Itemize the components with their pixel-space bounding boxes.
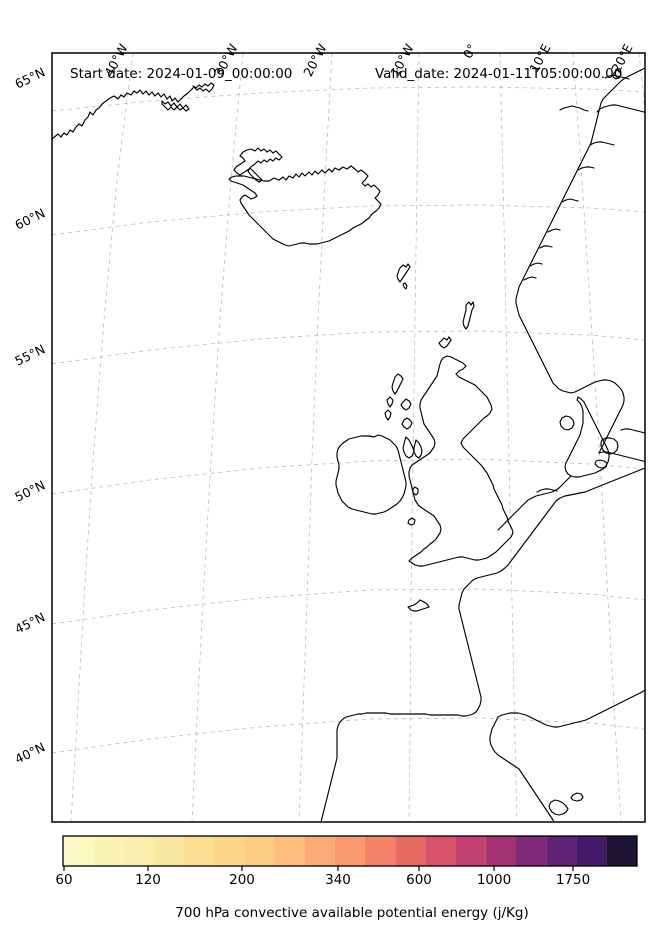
coastline-arran-kintyre [413,439,423,459]
coastline-norway-fjord8 [523,276,537,281]
coastline-norway-fjord6 [539,245,553,249]
coastline-norway-fjord3 [577,166,595,171]
colorbar-band [606,836,637,866]
colorbar-title: 700 hPa convective available potential e… [175,905,528,921]
coastline-kintyre-islay [402,436,415,459]
coastline-frisian-islands [536,488,558,493]
coastline-outer-hebrides-mid [386,396,394,408]
colorbar-band [93,836,124,866]
colorbar-tick-label-1000: 1000 [477,872,511,888]
gridline-meridian-10E [572,53,622,822]
map-background [52,53,645,822]
colorbar-band [334,836,365,866]
coastline-sweden-baltic [598,451,645,463]
coastline-isle-of-man [412,486,419,496]
lon-tick-0: 0° [460,41,480,61]
coastline-faroe-south [402,282,408,290]
colorbar-band [546,836,577,866]
colorbar-band [214,836,245,866]
coastline-outer-hebrides-south [384,409,392,421]
map-axes: 40°W 30°W 20°W 10°W 0° 10°E 20°E 65°N 60… [12,41,646,823]
coastline-iberia-north [497,689,645,728]
coastline-western-europe [320,467,645,822]
coastline-shetland [462,301,475,330]
colorbar-tickmarks [63,866,574,871]
colorbar-band [516,836,547,866]
colorbar-tick-label-340: 340 [325,872,351,888]
valid-date-annotation: Valid_date: 2024-01-11T05:00:00.00 [375,66,622,82]
coastline-iberia-east [489,716,555,822]
coastline-norway-fjord1 [596,104,645,113]
coastline-ireland [335,434,407,515]
colorbar-band [425,836,456,866]
coastline-zealand [600,437,619,455]
colorbar-band [153,836,184,866]
coastlines [52,67,645,822]
colorbar-band [63,836,94,866]
coastline-sweden-south [570,379,625,454]
map-frame [51,52,646,823]
colorbar-band [304,836,335,866]
coastline-mull [401,417,413,430]
colorbar-band [123,836,154,866]
coastline-norway-island [612,69,622,80]
coastline-baltic-north [620,428,645,434]
gridline-parallel-50N [52,458,645,495]
colorbar-bands [63,836,637,866]
colorbar[interactable]: 60 120 200 340 600 1000 1750 700 hPa con… [55,835,638,921]
coastline-faroe-islands [396,263,411,283]
coastline-denmark-jutland [564,396,610,478]
coastline-norway-north [604,74,630,80]
colorbar-band [183,836,214,866]
coastline-outer-hebrides-north [391,373,404,395]
colorbar-tick-label-60: 60 [55,872,72,888]
gridline-parallel-55N [52,330,645,365]
coastline-funen [594,459,608,469]
colorbar-band [274,836,305,866]
colorbar-band [244,836,275,866]
coastline-brittany [407,599,430,612]
coastline-greenland-island [161,100,190,112]
colorbar-band [365,836,396,866]
coastline-norway-fjord2 [589,141,615,146]
gridline-meridian-20E [638,53,645,116]
coastline-skye [400,398,412,411]
gridline-parallel-45N [52,588,645,625]
colorbar-frame [62,835,638,867]
colorbar-tick-label-600: 600 [406,872,432,888]
gridline-parallel-65N [52,86,645,112]
colorbar-tick-label-200: 200 [229,872,255,888]
colorbar-tick-labels: 60 120 200 340 600 1000 1750 [55,872,590,888]
coastline-norway-fjord5 [547,228,561,233]
gridline-parallel-60N [52,204,645,236]
coastline-anglesey [407,517,416,526]
coastline-menorca [570,792,584,802]
colorbar-band [455,836,486,866]
colorbar-band [576,836,607,866]
gridline-meridian-30W [191,53,244,822]
coastline-germany-netherlands [497,475,572,531]
coastline-great-britain [408,355,514,567]
gridline-parallel-40N [52,717,645,754]
coastline-iceland-nw-fjord [247,167,263,183]
gridline-meridian-40W [70,53,134,822]
coastline-denmark-limfjord [559,415,575,431]
coastline-norway-fjord7 [529,262,543,267]
coastline-orkney [438,336,452,349]
colorbar-tick-label-1750: 1750 [556,872,590,888]
colorbar-band [485,836,516,866]
colorbar-band [395,836,426,866]
start-date-annotation: Start date: 2024-01-09_00:00:00 [70,66,292,82]
coastline-greenland [52,82,215,140]
graticule [52,53,645,822]
coastline-mallorca [548,799,569,816]
colorbar-tick-label-120: 120 [135,872,161,888]
coastline-iceland-northwest [233,147,283,176]
coastline-norway-fjord4 [561,198,579,203]
coastline-iceland [228,165,382,247]
coastline-norway-lofoten [559,105,589,112]
